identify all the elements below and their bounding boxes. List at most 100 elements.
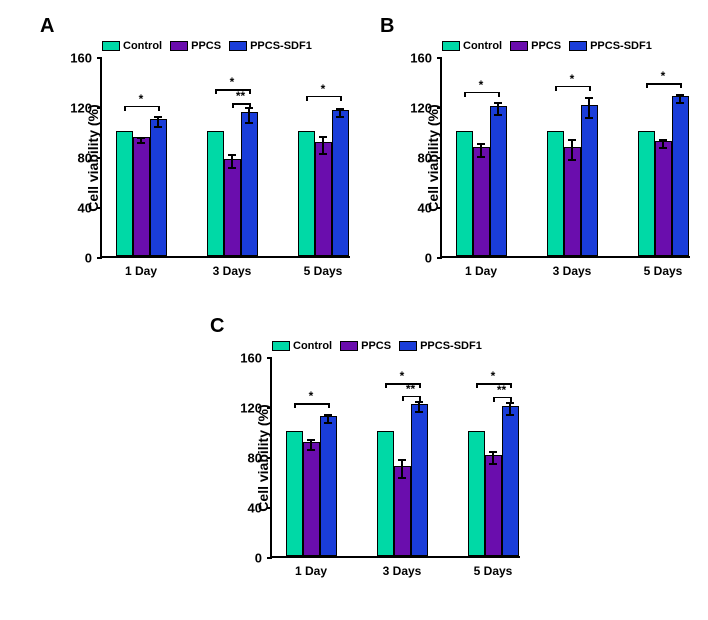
legend-swatch [229,41,247,51]
error-cap [415,401,423,403]
legend-swatch [340,341,358,351]
error-cap [659,147,667,149]
error-cap [659,139,667,141]
legend-text: PPCS-SDF1 [420,340,482,352]
significance-line [464,92,498,94]
significance-label: * [321,82,326,96]
significance-tick [340,96,342,101]
significance-label: * [400,369,405,383]
bar [490,106,507,256]
significance-tick [493,397,495,402]
y-tick [437,57,442,59]
error-bar [322,136,324,154]
bar [224,159,241,257]
x-tick-label: 3 Days [202,264,262,278]
legend-swatch [102,41,120,51]
significance-tick [510,383,512,388]
error-cap [506,414,514,416]
chart-area: 040801201601 Day3 Days5 Days******* [270,358,520,558]
bar [581,105,598,256]
bar [298,131,315,256]
bar [655,141,672,256]
bar [468,431,485,556]
bar [394,466,411,556]
bar [411,404,428,557]
panel-b: B040801201601 Day3 Days5 Days***Cell via… [365,10,695,300]
error-cap [307,449,315,451]
bar [502,406,519,556]
x-tick-label: 3 Days [542,264,602,278]
significance-line [555,86,589,88]
y-tick [97,57,102,59]
error-cap [154,116,162,118]
significance-label: * [491,369,496,383]
x-tick-label: 1 Day [111,264,171,278]
legend-item: PPCS-SDF1 [229,40,312,52]
y-axis-title: Cell viability (%) [425,98,441,218]
y-tick-label: 160 [232,351,262,366]
bar [547,131,564,256]
y-axis-title: Cell viability (%) [85,98,101,218]
error-cap [506,402,514,404]
legend-text: Control [123,40,162,52]
significance-line [306,96,340,98]
error-cap [137,142,145,144]
y-tick-label: 0 [232,551,262,566]
significance-line [294,403,328,405]
legend-swatch [569,41,587,51]
bar [473,147,490,256]
bar [286,431,303,556]
error-cap [319,136,327,138]
significance-label: * [230,75,235,89]
x-tick-label: 3 Days [372,564,432,578]
significance-tick [419,396,421,401]
error-cap [568,159,576,161]
legend-item: PPCS-SDF1 [569,40,652,52]
error-cap [245,122,253,124]
y-tick [267,557,272,559]
error-cap [477,143,485,145]
legend-swatch [170,41,188,51]
panel-label: A [40,15,54,38]
legend-swatch [399,341,417,351]
bar [672,96,689,256]
error-cap [585,97,593,99]
legend: Control PPCS PPCS-SDF1 [102,40,312,52]
legend-text: Control [293,340,332,352]
bar [241,112,258,256]
y-tick-label: 160 [62,51,92,66]
significance-tick [555,86,557,91]
bar [207,131,224,256]
bar [315,142,332,256]
legend-item: Control [102,40,162,52]
error-bar [571,139,573,159]
error-cap [154,126,162,128]
significance-label: ** [236,89,245,103]
significance-tick [232,103,234,108]
panel-c: C040801201601 Day3 Days5 Days*******Cell… [195,310,525,600]
legend-item: PPCS [510,40,561,52]
bar [638,131,655,256]
significance-tick [419,383,421,388]
significance-label: ** [406,382,415,396]
legend-text: Control [463,40,502,52]
error-cap [477,156,485,158]
legend: Control PPCS PPCS-SDF1 [272,340,482,352]
y-tick-label: 0 [62,251,92,266]
error-cap [137,137,145,139]
error-cap [324,414,332,416]
error-cap [324,422,332,424]
significance-tick [680,83,682,88]
significance-line [232,103,249,105]
legend-text: PPCS [191,40,221,52]
significance-tick [589,86,591,91]
legend-item: PPCS [340,340,391,352]
significance-line [402,396,419,398]
error-cap [228,167,236,169]
error-cap [494,102,502,104]
error-cap [489,451,497,453]
error-cap [585,117,593,119]
legend-text: PPCS [361,340,391,352]
y-tick [97,257,102,259]
significance-tick [249,89,251,94]
